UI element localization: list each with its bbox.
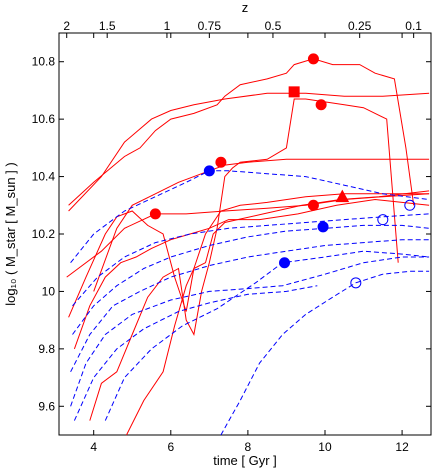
marker-circle-8	[317, 221, 329, 233]
x-tick-label-4: 12	[395, 440, 409, 454]
series-line-red-6	[89, 98, 399, 421]
series-line-blue-11	[70, 239, 430, 373]
marker-circle-11	[377, 214, 389, 226]
series-line-red-5	[73, 198, 430, 350]
marker-circle-7	[203, 165, 215, 177]
marker-circle-12	[350, 277, 362, 289]
marker-circle-3	[215, 156, 227, 168]
marker-circle-4	[149, 208, 161, 220]
z-tick-label-3: 0.75	[198, 19, 222, 33]
series-line-red-7	[126, 193, 430, 436]
z-tick-label-6: 0.1	[405, 19, 422, 33]
series-line-blue-12	[70, 256, 430, 407]
series-line-blue-9	[72, 213, 430, 307]
series-line-blue-8	[70, 170, 430, 264]
marker-triangle-6	[335, 189, 350, 203]
y-tick-label-6: 10.8	[32, 55, 56, 69]
z-tick-label-5: 0.25	[348, 19, 372, 33]
top-axis-label: z	[242, 0, 249, 15]
marker-square-1	[288, 86, 300, 98]
z-tick-label-4: 0.5	[265, 19, 282, 33]
series-line-red-1	[68, 92, 430, 212]
marker-circle-5	[307, 199, 319, 211]
tick-layer: 4 6 8 10 12 9.6 9.8 10 10.2 10.4 10.6 10.8 2 1.5 1 0.75…	[32, 19, 431, 454]
marker-circle-2	[315, 99, 327, 111]
z-tick-label-0: 2	[63, 19, 70, 33]
y-tick-label-1: 9.8	[38, 342, 55, 356]
y-tick-label-4: 10.4	[32, 170, 56, 184]
x-tick-label-0: 4	[90, 440, 97, 454]
series-line-red-3	[66, 193, 430, 278]
series-line-blue-10	[72, 224, 430, 335]
series-line-blue-14	[220, 270, 430, 436]
marker-circle-10	[404, 199, 416, 211]
series-layer	[66, 58, 430, 436]
y-tick-label-3: 10.2	[32, 227, 56, 241]
x-axis-label: time [ Gyr ]	[213, 453, 277, 468]
marker-circle-0	[307, 53, 319, 65]
x-tick-label-1: 6	[167, 440, 174, 454]
z-tick-label-1: 1.5	[99, 19, 116, 33]
marker-circle-9	[279, 257, 291, 269]
y-tick-label-5: 10.6	[32, 112, 56, 126]
y-tick-label-0: 9.6	[38, 399, 55, 413]
z-tick-label-2: 1	[164, 19, 171, 33]
series-line-red-0	[68, 58, 415, 206]
y-tick-label-2: 10	[42, 284, 56, 298]
x-tick-label-3: 10	[318, 440, 332, 454]
series-line-blue-13	[104, 250, 430, 421]
x-tick-label-2: 8	[245, 440, 252, 454]
marker-layer	[149, 53, 416, 289]
y-axis-label: log₁₀ ( M_star [ M_sun ] )	[3, 162, 18, 305]
series-line-blue-15	[73, 285, 318, 421]
